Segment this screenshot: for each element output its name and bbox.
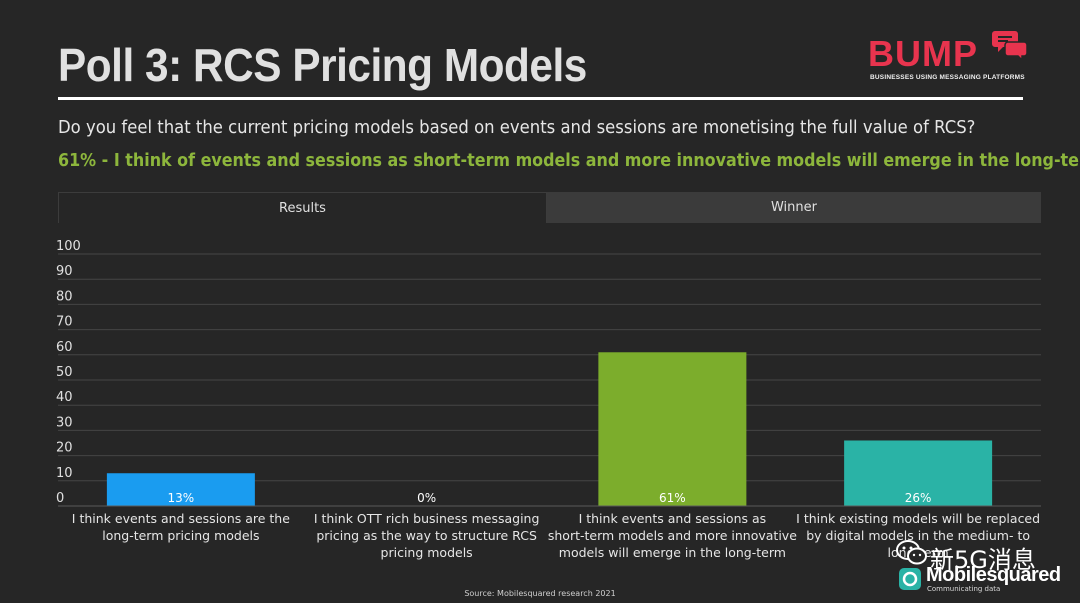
mobilesquared-tagline: Communicating data [927,585,1001,593]
y-tick-label: 30 [56,415,73,430]
y-tick-label: 50 [56,365,73,380]
x-category-label-line: I think existing models will be replaced [796,511,1040,526]
x-category-label-line: I think OTT rich business messaging [314,511,540,526]
results-bar-chart: 0 10 20 30 40 50 60 70 80 90 100 13% I think events … [56,239,1041,560]
x-category-label: I think OTT rich business messaging prici… [314,511,540,560]
y-tick-label: 60 [56,340,73,355]
bar [106,473,255,506]
x-category-label-line: long-term pricing models [102,528,259,543]
y-tick-label: 70 [56,315,73,330]
y-tick-label: 40 [56,390,73,405]
x-category-label-line: by digital models in the medium- to [806,528,1030,543]
logo-tagline: BUSINESSES USING MESSAGING PLATFORMS [870,74,1025,81]
y-tick-label: 20 [56,441,73,456]
wechat-icon [896,540,927,565]
x-category-label-line: pricing as the way to structure RCS [316,528,537,543]
bar [844,440,993,506]
x-category-label: I think existing models will be replaced… [796,511,1040,560]
mobilesquared-logo-icon [899,568,921,590]
tab-results[interactable]: Results [58,192,547,223]
source-note: Source: Mobilesquared research 2021 [464,589,616,598]
page-title: Poll 3: RCS Pricing Models [58,39,587,91]
mobilesquared-name: Mobilesquared [926,564,1061,586]
title-underline [58,97,1023,100]
y-tick-label: 100 [56,239,81,254]
y-tick-label: 80 [56,289,73,304]
x-category-label-line: I think events and sessions are the [72,511,290,526]
data-label: 13% [168,491,195,505]
x-category-label-line: pricing models [381,545,473,560]
x-category-label: I think events and sessions are the long-… [72,511,290,543]
x-category-label-line: I think events and sessions as [579,511,767,526]
tab-winner[interactable]: Winner [547,192,1041,223]
bump-logo: BUMP BUSINESSES USING MESSAGING PLATFORM… [868,31,1028,84]
y-tick-label: 10 [56,466,73,481]
x-category-label: I think events and sessions as short-term… [548,511,797,560]
speech-bubbles-icon [992,31,1028,62]
data-label: 26% [905,491,932,505]
bar [598,352,747,506]
poll-question: Do you feel that the current pricing mod… [58,118,976,138]
poll-winning-answer: 61% - I think of events and sessions as … [58,151,1080,171]
watermark-text: 新5G消息 [930,546,1036,574]
logo-name: BUMP [868,33,978,74]
data-label: 0% [417,491,436,505]
y-tick-label: 90 [56,264,73,279]
y-tick-label: 0 [56,491,64,506]
data-label: 61% [659,491,686,505]
x-category-label-line: short-term models and more innovative [548,528,797,543]
x-category-label-line: models will emerge in the long-term [559,545,786,560]
